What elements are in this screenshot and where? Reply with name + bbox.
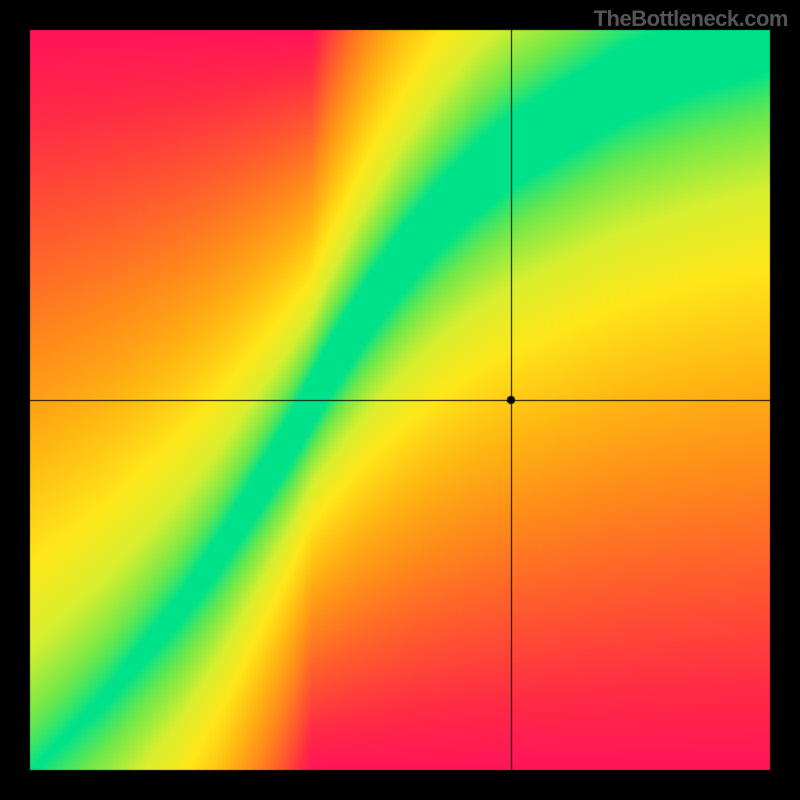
attribution-text: TheBottleneck.com bbox=[594, 6, 788, 32]
bottleneck-heatmap bbox=[0, 0, 800, 800]
